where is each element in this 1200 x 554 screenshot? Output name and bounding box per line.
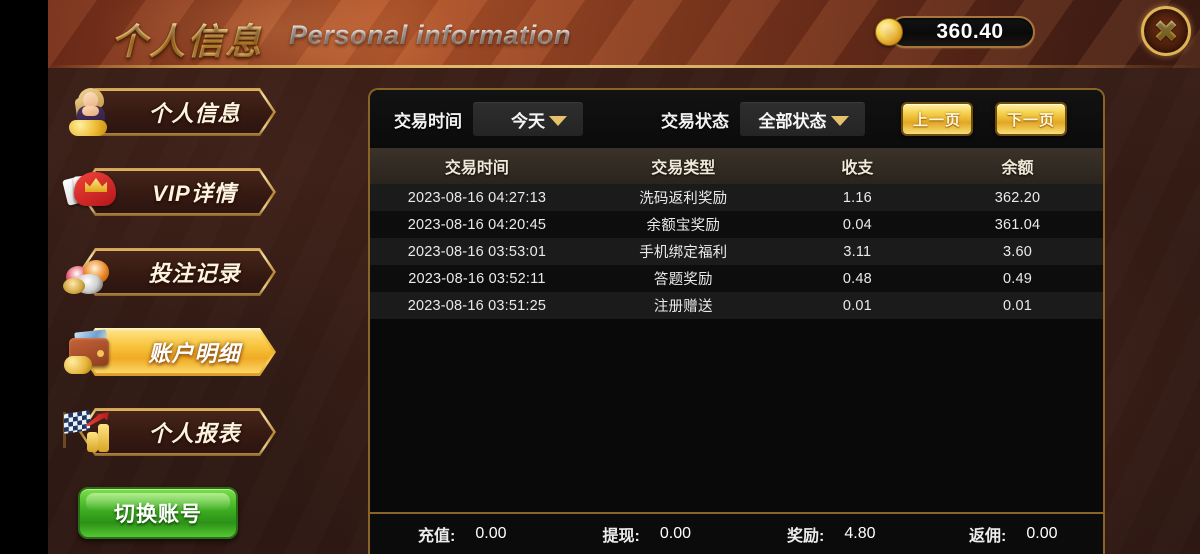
sidebar-item-bet-records[interactable]: 投注记录	[61, 244, 276, 300]
page-title-en: Personal information	[289, 20, 572, 50]
summary-rebate-value: 0.00	[1026, 525, 1058, 542]
transactions-panel: 交易时间 今天 交易状态 全部状态 上一页 下一页 交易时间 交易类型 收支 余…	[368, 88, 1105, 554]
gold-coin-icon	[875, 18, 903, 46]
summary-bar: 充值: 0.00 提现: 0.00 奖励: 4.80 返佣: 0.00	[370, 512, 1103, 554]
cell-amount: 0.01	[842, 297, 872, 314]
sidebar: 个人信息 VIP详情 投注记录 账户明细	[48, 68, 368, 554]
chevron-down-icon	[549, 116, 567, 126]
sidebar-item-vip-details[interactable]: VIP详情	[61, 164, 276, 220]
sidebar-item-label: 投注记录	[148, 261, 241, 286]
cell-balance: 0.49	[1002, 270, 1032, 287]
nav-shape	[79, 248, 276, 296]
cell-amount: 3.11	[843, 243, 872, 260]
table-body: 2023-08-16 04:27:13 洗码返利奖励 1.16 362.20 2…	[370, 184, 1103, 512]
chevron-down-icon	[831, 116, 849, 126]
next-page-label: 下一页	[1006, 111, 1055, 129]
flag-chart-icon	[61, 406, 123, 460]
prev-page-label: 上一页	[912, 111, 961, 129]
table-header-row: 交易时间 交易类型 收支 余额	[370, 148, 1103, 184]
table-row[interactable]: 2023-08-16 04:27:13 洗码返利奖励 1.16 362.20	[370, 184, 1103, 211]
sidebar-item-label: 个人信息	[148, 101, 241, 126]
cell-type: 洗码返利奖励	[639, 191, 728, 207]
prev-page-button[interactable]: 上一页	[901, 102, 973, 136]
sidebar-item-label: VIP详情	[152, 181, 237, 206]
table-row[interactable]: 2023-08-16 03:51:25 注册赠送 0.01 0.01	[370, 292, 1103, 319]
cell-time: 2023-08-16 03:53:01	[407, 243, 547, 260]
table-row[interactable]: 2023-08-16 03:52:11 答题奖励 0.48 0.49	[370, 265, 1103, 292]
nav-shape	[79, 88, 276, 136]
sidebar-item-personal-info[interactable]: 个人信息	[61, 84, 276, 140]
table-row[interactable]: 2023-08-16 04:20:45 余额宝奖励 0.04 361.04	[370, 211, 1103, 238]
column-header-balance: 余额	[1001, 160, 1034, 177]
cell-time: 2023-08-16 03:52:11	[408, 270, 546, 287]
balance-pill: 360.40	[889, 16, 1035, 48]
transaction-status-label: 交易状态	[661, 111, 729, 131]
column-header-type: 交易类型	[651, 160, 716, 177]
cell-balance: 3.60	[1002, 243, 1032, 260]
summary-deposit: 充值: 0.00	[370, 522, 555, 546]
transaction-time-select[interactable]: 今天	[473, 102, 583, 136]
filter-bar: 交易时间 今天 交易状态 全部状态 上一页 下一页	[370, 90, 1103, 148]
switch-account-button[interactable]: 切换账号	[78, 487, 238, 539]
close-x-icon: ✖	[1153, 13, 1179, 49]
column-header-amount: 收支	[841, 160, 874, 177]
cell-time: 2023-08-16 04:27:13	[407, 189, 547, 206]
transaction-status-select[interactable]: 全部状态	[740, 102, 865, 136]
cell-type: 手机绑定福利	[639, 245, 728, 261]
poker-chips-icon	[61, 246, 123, 300]
page-title-cn: 个人信息	[111, 13, 263, 65]
cell-type: 答题奖励	[653, 272, 713, 288]
summary-deposit-label: 充值:	[418, 528, 456, 545]
summary-bonus-value: 4.80	[844, 525, 876, 542]
cards-crown-icon	[61, 166, 123, 220]
transaction-time-value: 今天	[511, 111, 545, 131]
summary-withdraw-label: 提现:	[602, 528, 640, 545]
sidebar-item-label: 个人报表	[148, 421, 241, 446]
transaction-time-label: 交易时间	[394, 111, 462, 131]
cell-time: 2023-08-16 03:51:25	[407, 297, 547, 314]
summary-bonus-label: 奖励:	[787, 528, 825, 545]
column-header-time: 交易时间	[444, 160, 509, 177]
nav-shape	[79, 328, 276, 376]
avatar-girl-icon	[61, 86, 123, 140]
close-button[interactable]: ✖	[1141, 6, 1191, 56]
next-page-button[interactable]: 下一页	[995, 102, 1067, 136]
summary-bonus: 奖励: 4.80	[739, 522, 924, 546]
nav-shape	[79, 408, 276, 456]
cell-amount: 1.16	[842, 189, 872, 206]
cell-balance: 0.01	[1002, 297, 1032, 314]
sidebar-item-label: 账户明细	[148, 341, 241, 366]
sidebar-item-personal-report[interactable]: 个人报表	[61, 404, 276, 460]
balance-amount: 360.40	[936, 20, 1004, 43]
wallet-icon	[61, 326, 123, 380]
summary-rebate-label: 返佣:	[969, 528, 1007, 545]
cell-amount: 0.04	[842, 216, 872, 233]
summary-withdraw-value: 0.00	[659, 525, 691, 542]
summary-rebate: 返佣: 0.00	[924, 522, 1104, 546]
balance-display[interactable]: 360.40	[875, 16, 1035, 48]
cell-type: 注册赠送	[653, 299, 713, 315]
table-row[interactable]: 2023-08-16 03:53:01 手机绑定福利 3.11 3.60	[370, 238, 1103, 265]
sidebar-item-account-details[interactable]: 账户明细	[61, 324, 276, 380]
cell-amount: 0.48	[842, 270, 872, 287]
summary-deposit-value: 0.00	[475, 525, 507, 542]
cell-type: 余额宝奖励	[646, 218, 721, 234]
summary-withdraw: 提现: 0.00	[555, 522, 740, 546]
cell-balance: 361.04	[994, 216, 1041, 233]
cell-balance: 362.20	[994, 189, 1041, 206]
switch-account-label: 切换账号	[114, 503, 202, 526]
cell-time: 2023-08-16 04:20:45	[407, 216, 547, 233]
transaction-status-value: 全部状态	[758, 111, 827, 131]
